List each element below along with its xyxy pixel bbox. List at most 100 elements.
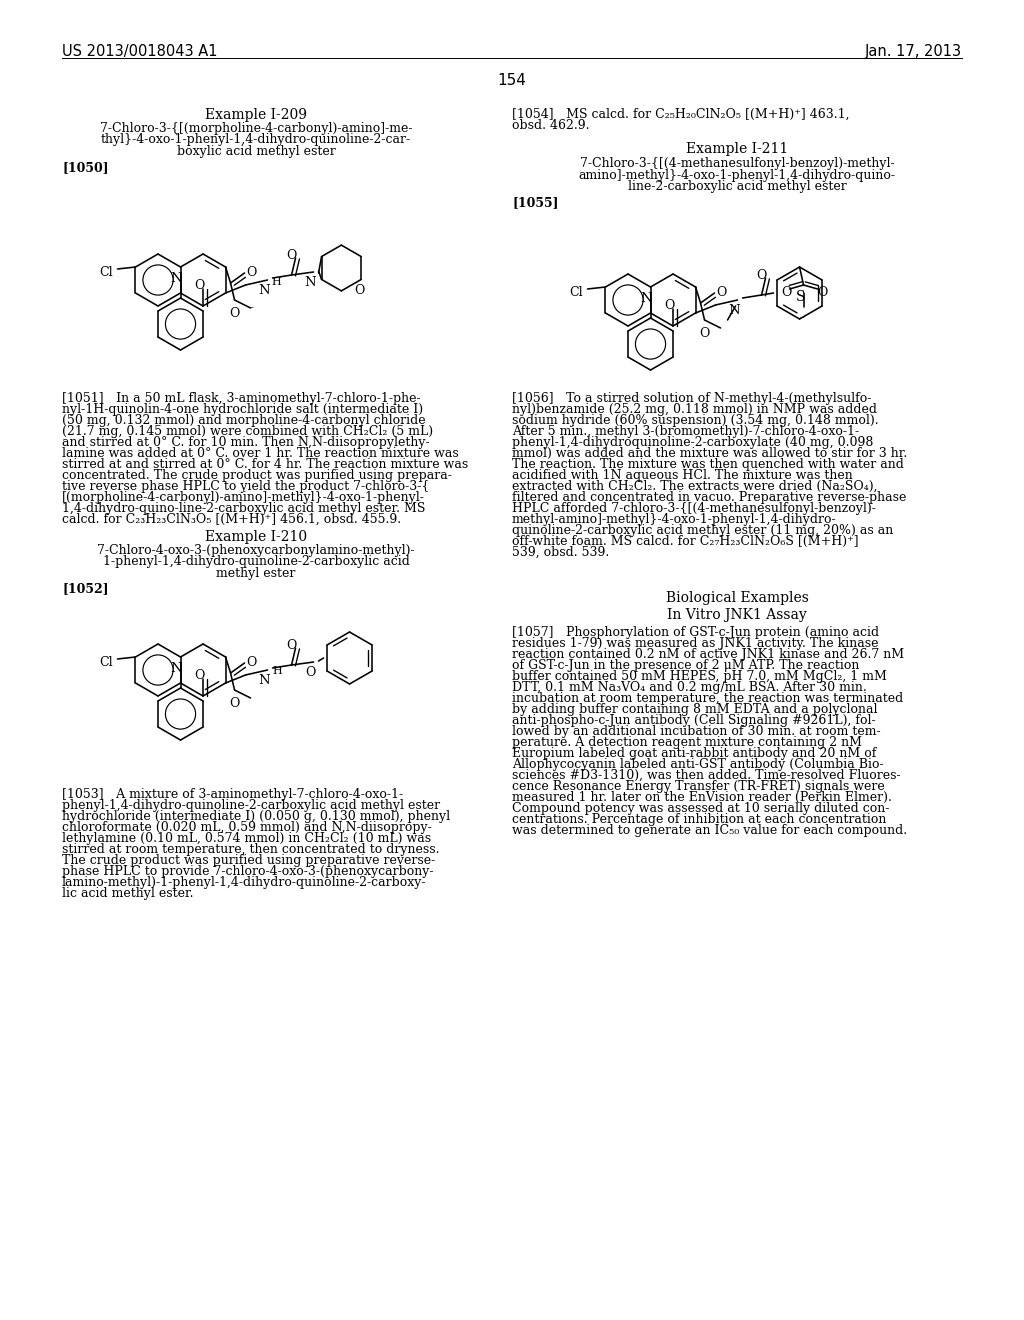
Text: reaction contained 0.2 nM of active JNK1 kinase and 26.7 nM: reaction contained 0.2 nM of active JNK1…: [512, 648, 904, 661]
Text: 539, obsd. 539.: 539, obsd. 539.: [512, 546, 609, 558]
Text: measured 1 hr. later on the EnVision reader (Perkin Elmer).: measured 1 hr. later on the EnVision rea…: [512, 791, 892, 804]
Text: thyl}-4-oxo-1-phenyl-1,4-dihydro-quinoline-2-car-: thyl}-4-oxo-1-phenyl-1,4-dihydro-quinoli…: [101, 133, 411, 147]
Text: O: O: [287, 249, 297, 261]
Text: stirred at and stirred at 0° C. for 4 hr. The reaction mixture was: stirred at and stirred at 0° C. for 4 hr…: [62, 458, 468, 471]
Text: filtered and concentrated in vacuo. Preparative reverse-phase: filtered and concentrated in vacuo. Prep…: [512, 491, 906, 504]
Text: amino]-methyl}-4-oxo-1-phenyl-1,4-dihydro-quino-: amino]-methyl}-4-oxo-1-phenyl-1,4-dihydr…: [579, 169, 896, 181]
Text: extracted with CH₂Cl₂. The extracts were dried (Na₂SO₄),: extracted with CH₂Cl₂. The extracts were…: [512, 480, 878, 492]
Text: Allophycocyanin labeled anti-GST antibody (Columbia Bio-: Allophycocyanin labeled anti-GST antibod…: [512, 758, 884, 771]
Text: was determined to generate an IC₅₀ value for each compound.: was determined to generate an IC₅₀ value…: [512, 824, 907, 837]
Text: lethylamine (0.10 mL, 0.574 mmol) in CH₂Cl₂ (10 mL) was: lethylamine (0.10 mL, 0.574 mmol) in CH₂…: [62, 832, 431, 845]
Text: [1054] MS calcd. for C₂₅H₂₀ClN₂O₅ [(M+H)⁺] 463.1,: [1054] MS calcd. for C₂₅H₂₀ClN₂O₅ [(M+H)…: [512, 108, 850, 121]
Text: boxylic acid methyl ester: boxylic acid methyl ester: [176, 145, 336, 158]
Text: off-white foam. MS calcd. for C₂₇H₂₃ClN₂O₆S [(M+H)⁺]: off-white foam. MS calcd. for C₂₇H₂₃ClN₂…: [512, 535, 859, 548]
Text: Biological Examples: Biological Examples: [666, 591, 808, 605]
Text: residues 1-79) was measured as JNK1 activity. The kinase: residues 1-79) was measured as JNK1 acti…: [512, 638, 879, 649]
Text: HPLC afforded 7-chloro-3-{[(4-methanesulfonyl-benzoyl)-: HPLC afforded 7-chloro-3-{[(4-methanesul…: [512, 502, 876, 515]
Text: perature. A detection reagent mixture containing 2 nM: perature. A detection reagent mixture co…: [512, 737, 862, 748]
Text: N: N: [259, 675, 270, 686]
Text: incubation at room temperature, the reaction was terminated: incubation at room temperature, the reac…: [512, 692, 903, 705]
Text: Jan. 17, 2013: Jan. 17, 2013: [865, 44, 962, 59]
Text: After 5 min., methyl 3-(bromomethyl)-7-chloro-4-oxo-1-: After 5 min., methyl 3-(bromomethyl)-7-c…: [512, 425, 859, 438]
Text: N: N: [729, 304, 740, 317]
Text: [1053] A mixture of 3-aminomethyl-7-chloro-4-oxo-1-: [1053] A mixture of 3-aminomethyl-7-chlo…: [62, 788, 403, 801]
Text: lamino-methyl)-1-phenyl-1,4-dihydro-quinoline-2-carboxy-: lamino-methyl)-1-phenyl-1,4-dihydro-quin…: [62, 876, 427, 888]
Text: lamine was added at 0° C. over 1 hr. The reaction mixture was: lamine was added at 0° C. over 1 hr. The…: [62, 447, 459, 459]
Text: anti-phospho-c-Jun antibody (Cell Signaling #9261L), fol-: anti-phospho-c-Jun antibody (Cell Signal…: [512, 714, 876, 727]
Text: US 2013/0018043 A1: US 2013/0018043 A1: [62, 44, 217, 59]
Text: lic acid methyl ester.: lic acid methyl ester.: [62, 887, 194, 900]
Text: concentrated. The crude product was purified using prepara-: concentrated. The crude product was puri…: [62, 469, 452, 482]
Text: hydrochloride (intermediate I) (0.050 g, 0.130 mmol), phenyl: hydrochloride (intermediate I) (0.050 g,…: [62, 810, 451, 822]
Text: (50 mg, 0.132 mmol) and morpholine-4-carbonyl chloride: (50 mg, 0.132 mmol) and morpholine-4-car…: [62, 414, 426, 426]
Text: [1052]: [1052]: [62, 582, 109, 595]
Text: stirred at room temperature, then concentrated to dryness.: stirred at room temperature, then concen…: [62, 843, 439, 855]
Text: cence Resonance Energy Transfer (TR-FRET) signals were: cence Resonance Energy Transfer (TR-FRET…: [512, 780, 885, 793]
Text: mmol) was added and the mixture was allowed to stir for 3 hr.: mmol) was added and the mixture was allo…: [512, 447, 907, 459]
Text: methyl ester: methyl ester: [216, 568, 296, 579]
Text: of GST-c-Jun in the presence of 2 μM ATP. The reaction: of GST-c-Jun in the presence of 2 μM ATP…: [512, 659, 859, 672]
Text: 7-Chloro-3-{[(4-methanesulfonyl-benzoyl)-methyl-: 7-Chloro-3-{[(4-methanesulfonyl-benzoyl)…: [580, 157, 894, 170]
Text: methyl-amino]-methyl}-4-oxo-1-phenyl-1,4-dihydro-: methyl-amino]-methyl}-4-oxo-1-phenyl-1,4…: [512, 513, 837, 525]
Text: line-2-carboxylic acid methyl ester: line-2-carboxylic acid methyl ester: [628, 180, 847, 193]
Text: Example I-209: Example I-209: [205, 108, 307, 121]
Text: N: N: [171, 272, 182, 285]
Text: Cl: Cl: [99, 267, 113, 279]
Text: In Vitro JNK1 Assay: In Vitro JNK1 Assay: [667, 609, 807, 622]
Text: S: S: [796, 290, 805, 304]
Text: Example I-210: Example I-210: [205, 531, 307, 544]
Text: Cl: Cl: [569, 286, 583, 300]
Text: [1050]: [1050]: [62, 161, 109, 174]
Text: Example I-211: Example I-211: [686, 143, 788, 156]
Text: nyl)benzamide (25.2 mg, 0.118 mmol) in NMP was added: nyl)benzamide (25.2 mg, 0.118 mmol) in N…: [512, 403, 877, 416]
Text: [1055]: [1055]: [512, 195, 558, 209]
Text: by adding buffer containing 8 mM EDTA and a polyclonal: by adding buffer containing 8 mM EDTA an…: [512, 704, 878, 715]
Text: N: N: [305, 276, 316, 289]
Text: O: O: [287, 639, 297, 652]
Text: H: H: [272, 667, 283, 676]
Text: phase HPLC to provide 7-chloro-4-oxo-3-(phenoxycarbony-: phase HPLC to provide 7-chloro-4-oxo-3-(…: [62, 865, 433, 878]
Text: (21.7 mg, 0.145 mmol) were combined with CH₂Cl₂ (5 mL): (21.7 mg, 0.145 mmol) were combined with…: [62, 425, 433, 438]
Text: 7-Chloro-3-{[(morpholine-4-carbonyl)-amino]-me-: 7-Chloro-3-{[(morpholine-4-carbonyl)-ami…: [99, 121, 413, 135]
Text: O: O: [305, 667, 315, 678]
Text: chloroformate (0.020 mL, 0.59 mmol) and N,N-diisopropy-: chloroformate (0.020 mL, 0.59 mmol) and …: [62, 821, 432, 834]
Text: O: O: [757, 269, 767, 282]
Text: [1051] In a 50 mL flask, 3-aminomethyl-7-chloro-1-phe-: [1051] In a 50 mL flask, 3-aminomethyl-7…: [62, 392, 421, 405]
Text: acidified with 1N aqueous HCl. The mixture was then: acidified with 1N aqueous HCl. The mixtu…: [512, 469, 853, 482]
Text: O: O: [194, 669, 204, 682]
Text: [1057] Phosphorylation of GST-c-Jun protein (amino acid: [1057] Phosphorylation of GST-c-Jun prot…: [512, 626, 880, 639]
Text: Europium labeled goat anti-rabbit antibody and 20 nM of: Europium labeled goat anti-rabbit antibo…: [512, 747, 877, 760]
Text: obsd. 462.9.: obsd. 462.9.: [512, 119, 590, 132]
Text: nyl-1H-quinolin-4-one hydrochloride salt (intermediate I): nyl-1H-quinolin-4-one hydrochloride salt…: [62, 403, 423, 416]
Text: [1056] To a stirred solution of N-methyl-4-(methylsulfo-: [1056] To a stirred solution of N-methyl…: [512, 392, 871, 405]
Text: The reaction. The mixture was then quenched with water and: The reaction. The mixture was then quenc…: [512, 458, 904, 471]
Text: and stirred at 0° C. for 10 min. Then N,N-diisopropylethy-: and stirred at 0° C. for 10 min. Then N,…: [62, 436, 430, 449]
Text: N: N: [641, 292, 652, 305]
Text: sodium hydride (60% suspension) (3.54 mg, 0.148 mmol).: sodium hydride (60% suspension) (3.54 mg…: [512, 414, 879, 426]
Text: centrations. Percentage of inhibition at each concentration: centrations. Percentage of inhibition at…: [512, 813, 887, 826]
Text: O: O: [664, 300, 674, 312]
Text: Compound potency was assessed at 10 serially diluted con-: Compound potency was assessed at 10 seri…: [512, 803, 890, 814]
Text: phenyl-1,4-dihydroquinoline-2-carboxylate (40 mg, 0.098: phenyl-1,4-dihydroquinoline-2-carboxylat…: [512, 436, 873, 449]
Text: quinoline-2-carboxylic acid methyl ester (11 mg, 20%) as an: quinoline-2-carboxylic acid methyl ester…: [512, 524, 893, 537]
Text: –: –: [249, 304, 253, 312]
Text: O: O: [817, 286, 828, 300]
Text: phenyl-1,4-dihydro-quinoline-2-carboxylic acid methyl ester: phenyl-1,4-dihydro-quinoline-2-carboxyli…: [62, 799, 440, 812]
Text: N: N: [171, 663, 182, 675]
Text: O: O: [229, 697, 240, 710]
Text: 154: 154: [498, 73, 526, 88]
Text: H: H: [271, 277, 282, 286]
Text: [(morpholine-4-carbonyl)-amino]-methyl}-4-oxo-1-phenyl-: [(morpholine-4-carbonyl)-amino]-methyl}-…: [62, 491, 425, 504]
Text: O: O: [247, 267, 257, 279]
Text: O: O: [717, 286, 727, 300]
Text: O: O: [699, 327, 710, 341]
Text: Cl: Cl: [99, 656, 113, 669]
Text: 1-phenyl-1,4-dihydro-quinoline-2-carboxylic acid: 1-phenyl-1,4-dihydro-quinoline-2-carboxy…: [102, 556, 410, 569]
Text: –: –: [800, 313, 805, 322]
Text: buffer contained 50 mM HEPES, pH 7.0, mM MgCl₂, 1 mM: buffer contained 50 mM HEPES, pH 7.0, mM…: [512, 671, 887, 682]
Text: The crude product was purified using preparative reverse-: The crude product was purified using pre…: [62, 854, 435, 867]
Text: calcd. for C₂₃H₂₃ClN₃O₅ [(M+H)⁺] 456.1, obsd. 455.9.: calcd. for C₂₃H₂₃ClN₃O₅ [(M+H)⁺] 456.1, …: [62, 513, 401, 525]
Text: DTT, 0.1 mM Na₃VO₄ and 0.2 mg/mL BSA. After 30 min.: DTT, 0.1 mM Na₃VO₄ and 0.2 mg/mL BSA. Af…: [512, 681, 866, 694]
Text: O: O: [354, 284, 365, 297]
Text: O: O: [247, 656, 257, 669]
